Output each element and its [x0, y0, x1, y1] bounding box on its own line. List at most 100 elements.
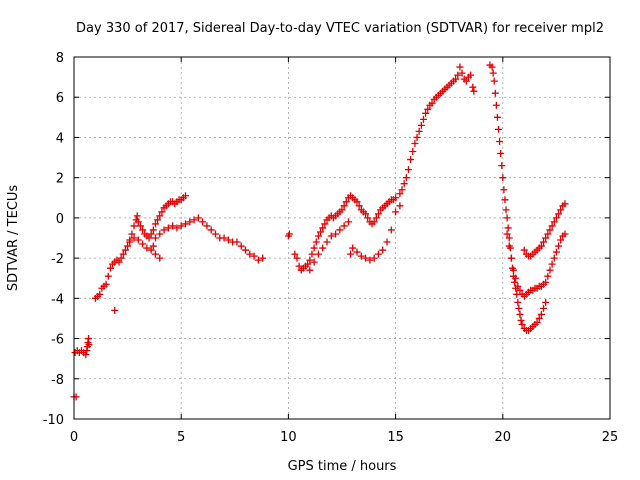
- data-point: [514, 282, 522, 290]
- data-point: [561, 200, 569, 208]
- data-point: [353, 248, 361, 256]
- data-point: [452, 75, 460, 83]
- data-point: [104, 272, 112, 280]
- data-point: [493, 113, 501, 121]
- data-point: [134, 218, 142, 226]
- data-point: [383, 238, 391, 246]
- y-tick-label: 8: [56, 51, 64, 66]
- data-points: [70, 61, 569, 401]
- data-point: [540, 304, 548, 312]
- data-point: [537, 310, 545, 318]
- data-point: [220, 234, 228, 242]
- data-point: [370, 218, 378, 226]
- series-seg-lower-a: [126, 214, 267, 264]
- y-tick-label: -4: [51, 292, 64, 307]
- data-point: [518, 320, 526, 328]
- data-point: [362, 210, 370, 218]
- x-tick-label: 25: [602, 430, 619, 445]
- data-point: [535, 314, 543, 322]
- data-point: [413, 133, 421, 141]
- series-seg-fall-upper: [520, 200, 569, 260]
- data-point: [540, 238, 548, 246]
- x-tick-label: 5: [177, 430, 185, 445]
- data-point: [332, 230, 340, 238]
- data-point: [503, 214, 511, 222]
- data-point: [488, 63, 496, 71]
- data-point: [139, 226, 147, 234]
- data-point: [428, 99, 436, 107]
- data-point: [194, 214, 202, 222]
- data-point: [130, 234, 138, 242]
- data-point: [516, 286, 524, 294]
- data-point: [149, 242, 157, 250]
- data-point: [548, 222, 556, 230]
- data-point: [314, 250, 322, 258]
- series-seg-mid: [284, 192, 400, 274]
- data-point: [379, 246, 387, 254]
- data-point: [164, 224, 172, 232]
- data-point: [190, 216, 198, 224]
- data-point: [362, 254, 370, 262]
- data-point: [117, 254, 125, 262]
- data-point: [407, 156, 415, 164]
- y-tick-label: -8: [51, 373, 64, 388]
- data-point: [233, 238, 241, 246]
- x-tick-label: 0: [70, 430, 78, 445]
- data-point: [128, 230, 136, 238]
- data-point: [342, 198, 350, 206]
- data-point: [504, 224, 512, 232]
- data-point: [470, 87, 478, 95]
- data-point: [387, 226, 395, 234]
- data-point: [392, 194, 400, 202]
- data-point: [344, 218, 352, 226]
- data-point: [555, 242, 563, 250]
- data-point: [336, 226, 344, 234]
- data-point: [317, 228, 325, 236]
- y-tick-label: 0: [56, 212, 64, 227]
- data-point: [156, 230, 164, 238]
- data-point: [542, 298, 550, 306]
- data-point: [353, 198, 361, 206]
- data-point: [514, 298, 522, 306]
- grid-lines: [74, 57, 610, 419]
- data-point: [557, 206, 565, 214]
- data-point: [555, 210, 563, 218]
- data-point: [340, 202, 348, 210]
- data-point: [310, 244, 318, 252]
- data-point: [544, 230, 552, 238]
- data-point: [237, 242, 245, 250]
- data-point: [398, 186, 406, 194]
- data-point: [203, 222, 211, 230]
- x-axis-label: GPS time / hours: [288, 459, 397, 474]
- data-point: [151, 220, 159, 228]
- data-point: [507, 254, 515, 262]
- data-point: [537, 242, 545, 250]
- data-point: [124, 242, 132, 250]
- data-point: [462, 77, 470, 85]
- data-point: [160, 226, 168, 234]
- data-point: [515, 304, 523, 312]
- data-point: [372, 214, 380, 222]
- data-point: [156, 254, 164, 262]
- data-point: [409, 148, 417, 156]
- data-point: [102, 280, 110, 288]
- y-axis-label: SDTVAR / TECUs: [6, 185, 21, 292]
- y-tick-label: -6: [51, 333, 64, 348]
- data-point: [511, 278, 519, 286]
- data-point: [321, 220, 329, 228]
- data-point: [242, 246, 250, 254]
- data-point: [181, 220, 189, 228]
- data-point: [546, 266, 554, 274]
- data-point: [469, 83, 477, 91]
- data-point: [340, 222, 348, 230]
- data-point: [169, 222, 177, 230]
- data-point: [396, 202, 404, 210]
- data-point: [349, 244, 357, 252]
- data-point: [458, 69, 466, 77]
- data-point: [224, 236, 232, 244]
- data-point: [154, 216, 162, 224]
- data-point: [491, 89, 499, 97]
- data-point: [497, 150, 505, 158]
- data-point: [542, 278, 550, 286]
- data-point: [492, 101, 500, 109]
